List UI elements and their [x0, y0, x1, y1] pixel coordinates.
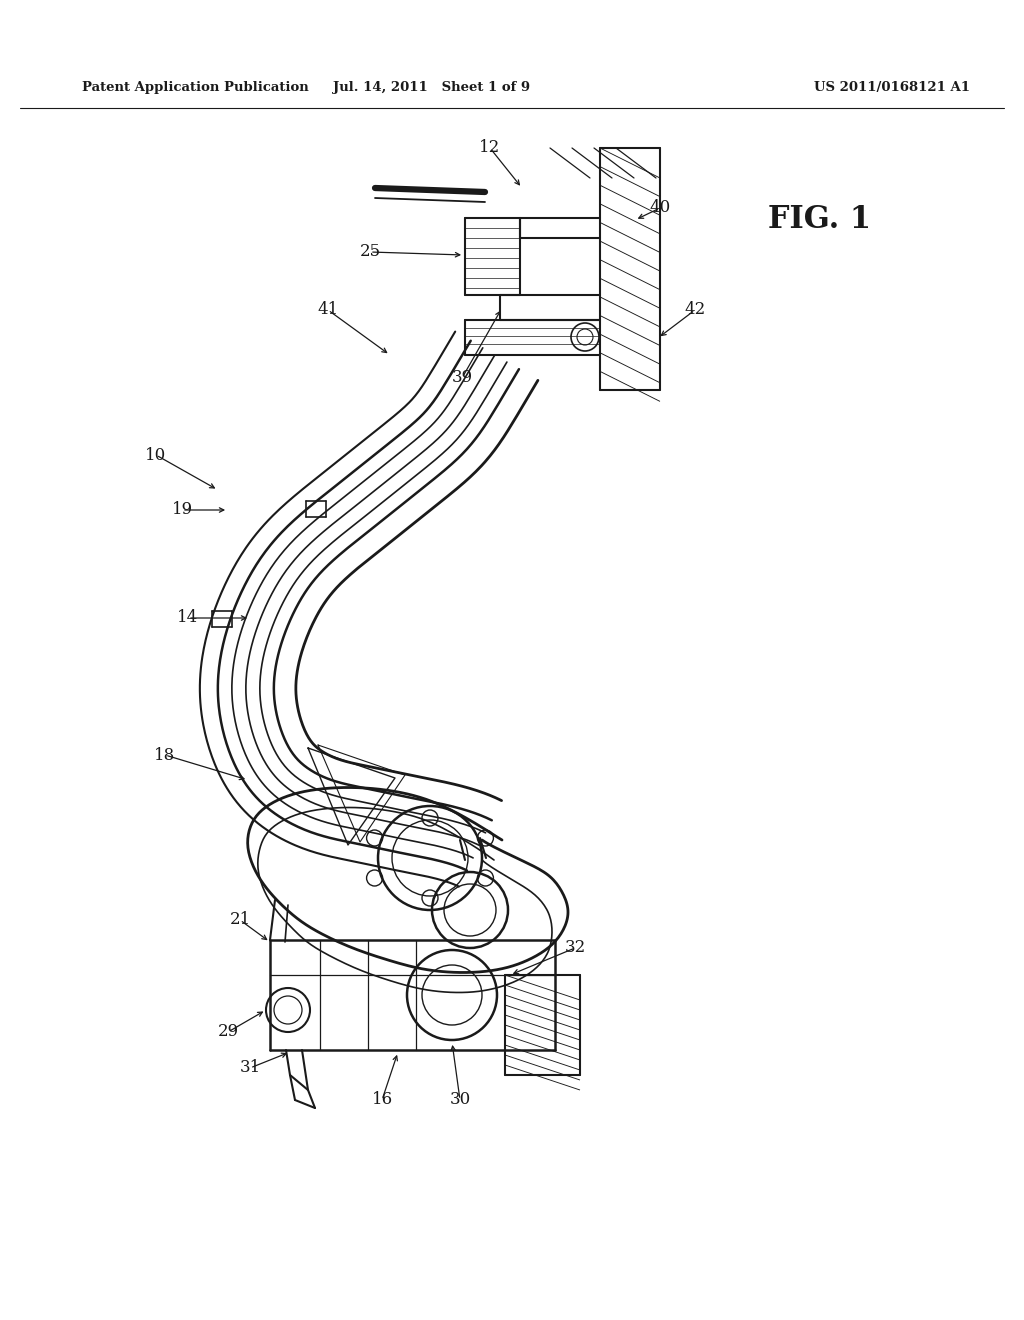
- Text: 30: 30: [450, 1092, 471, 1109]
- Text: 25: 25: [359, 243, 381, 260]
- Text: 31: 31: [240, 1060, 261, 1077]
- Text: FIG. 1: FIG. 1: [768, 205, 871, 235]
- Text: 29: 29: [217, 1023, 239, 1040]
- Text: Patent Application Publication: Patent Application Publication: [82, 82, 309, 95]
- Text: Jul. 14, 2011   Sheet 1 of 9: Jul. 14, 2011 Sheet 1 of 9: [334, 82, 530, 95]
- Text: 12: 12: [479, 140, 501, 157]
- Text: 40: 40: [649, 199, 671, 216]
- Text: 42: 42: [684, 301, 706, 318]
- Text: 21: 21: [229, 912, 251, 928]
- Text: 41: 41: [317, 301, 339, 318]
- Text: 19: 19: [171, 502, 193, 519]
- Text: 16: 16: [372, 1092, 392, 1109]
- Text: 32: 32: [564, 940, 586, 957]
- Text: 14: 14: [177, 610, 199, 627]
- Text: 18: 18: [155, 747, 176, 763]
- Text: US 2011/0168121 A1: US 2011/0168121 A1: [814, 82, 970, 95]
- Text: 10: 10: [145, 446, 167, 463]
- Text: 39: 39: [452, 370, 472, 387]
